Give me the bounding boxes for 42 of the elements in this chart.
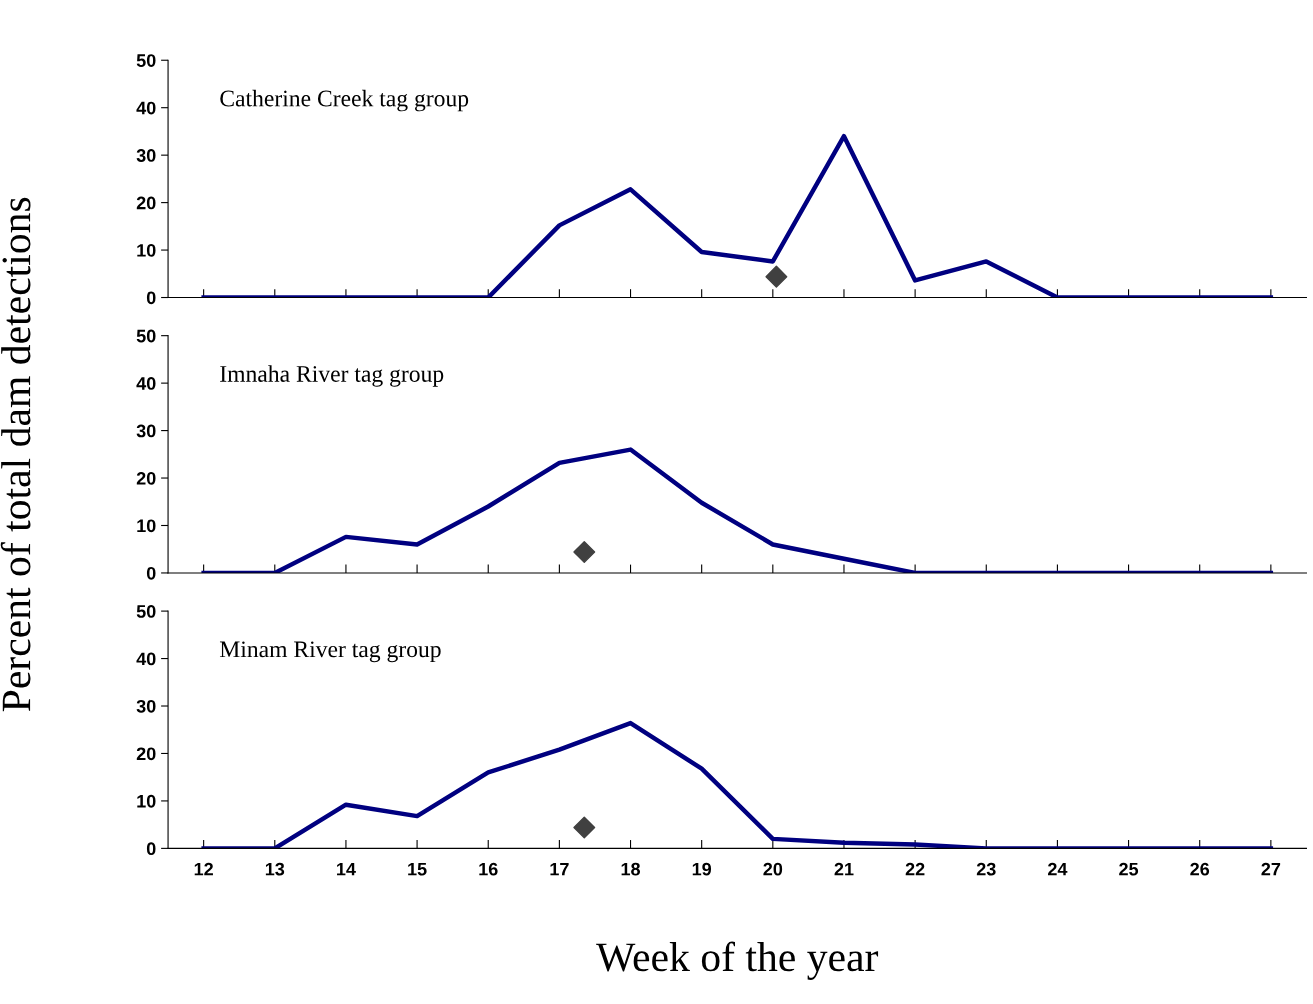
line-series [201, 447, 1274, 573]
x-tick-label: 18 [621, 862, 641, 876]
x-tick-label: 25 [1119, 862, 1139, 876]
y-tick-label: 0 [146, 291, 156, 305]
line-series [201, 133, 1274, 298]
annotation: Imnaha River tag group [220, 365, 444, 387]
y-tick-label: 0 [146, 842, 156, 856]
x-tick-label: 19 [692, 862, 712, 876]
annotation: Catherine Creek tag group [220, 89, 469, 112]
y-tick-label: 20 [136, 196, 156, 210]
x-tick-label: 21 [834, 862, 854, 876]
y-tick-label: 40 [136, 101, 156, 115]
y-axis-title: Percent of total dam detections [0, 197, 31, 712]
y-tick-label: 10 [137, 794, 156, 808]
x-tick-label: 20 [763, 862, 783, 876]
y-tick-label: 10 [137, 244, 156, 257]
x-tick-label: 27 [1261, 862, 1281, 876]
y-tick-label: 0 [146, 566, 156, 580]
y-tick-label: 20 [136, 471, 156, 485]
y-tick-label: 10 [137, 519, 156, 533]
y-tick-label: 30 [136, 699, 156, 713]
y-tick-label: 50 [136, 605, 156, 618]
annotation: Minam River tag group [219, 641, 441, 663]
x-tick-label: 15 [408, 862, 427, 876]
x-tick-label: 14 [337, 862, 356, 876]
x-tick-label: 16 [479, 862, 498, 876]
y-tick-label: 20 [136, 747, 156, 761]
x-tick-label: 12 [194, 862, 213, 876]
y-tick-label: 30 [136, 424, 156, 438]
x-tick-label: 22 [905, 862, 925, 876]
x-tick-label: 17 [550, 862, 569, 876]
y-tick-label: 30 [136, 149, 156, 162]
line-series [201, 720, 1274, 849]
y-tick-label: 40 [136, 377, 156, 390]
y-tick-label: 40 [136, 652, 156, 666]
x-tick-label: 23 [976, 862, 996, 876]
y-tick-label: 50 [136, 329, 156, 343]
x-tick-label: 24 [1048, 862, 1068, 876]
y-tick-label: 50 [136, 54, 156, 67]
x-tick-label: 13 [265, 862, 285, 876]
x-axis-title: Week of the year [596, 941, 879, 980]
x-tick-label: 26 [1190, 862, 1210, 876]
